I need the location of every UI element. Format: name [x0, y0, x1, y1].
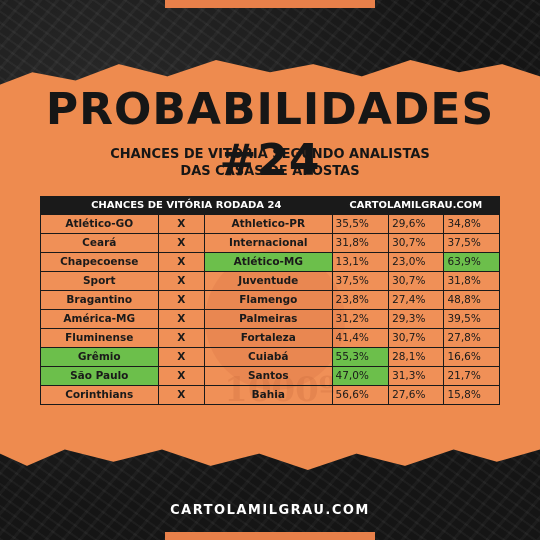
- table-row: Chapecoense X Atlético-MG 13,1% 23,0% 63,9%: [40, 252, 500, 272]
- home-win-prob-cell: 41,4%: [331, 328, 390, 348]
- home-win-prob-cell: 55,3%: [331, 347, 390, 367]
- home-team-cell: Corinthians: [40, 385, 159, 405]
- home-team-cell: Chapecoense: [40, 252, 159, 272]
- home-win-prob-cell: 56,6%: [331, 385, 390, 405]
- away-team-cell: Flamengo: [204, 290, 333, 310]
- away-team-cell: Palmeiras: [204, 309, 333, 329]
- away-win-prob-cell: 39,5%: [443, 309, 500, 329]
- versus-cell: X: [157, 309, 206, 329]
- home-team-cell: Atlético-GO: [40, 214, 159, 234]
- home-win-prob-cell: 23,8%: [331, 290, 390, 310]
- top-accent-strip: [165, 0, 375, 8]
- versus-cell: X: [157, 347, 206, 367]
- draw-prob-cell: 30,7%: [388, 328, 445, 348]
- table-row: Ceará X Internacional 31,8% 30,7% 37,5%: [40, 233, 500, 253]
- versus-cell: X: [157, 328, 206, 348]
- bottom-accent-strip: [165, 532, 375, 540]
- home-win-prob-cell: 47,0%: [331, 366, 390, 386]
- home-win-prob-cell: 13,1%: [331, 252, 390, 272]
- subtitle-line-1: CHANCES DE VITÓRIA SEGUNDO ANALISTAS: [110, 147, 430, 162]
- away-win-prob-cell: 31,8%: [443, 271, 500, 291]
- away-team-cell: Atlético-MG: [204, 252, 333, 272]
- table-header-row: CHANCES DE VITÓRIA RODADA 24 CARTOLAMILG…: [40, 196, 501, 215]
- draw-prob-cell: 30,7%: [388, 271, 445, 291]
- away-team-cell: Juventude: [204, 271, 333, 291]
- subtitle-line-2: DAS CASAS DE APOSTAS: [180, 164, 360, 179]
- away-win-prob-cell: 16,6%: [443, 347, 500, 367]
- table-row: Grêmio X Cuiabá 55,3% 28,1% 16,6%: [40, 347, 500, 367]
- versus-cell: X: [157, 252, 206, 272]
- home-team-cell: Grêmio: [40, 347, 159, 367]
- draw-prob-cell: 29,6%: [388, 214, 445, 234]
- away-win-prob-cell: 27,8%: [443, 328, 500, 348]
- versus-cell: X: [157, 271, 206, 291]
- versus-cell: X: [157, 385, 206, 405]
- versus-cell: X: [157, 233, 206, 253]
- table-row: Sport X Juventude 37,5% 30,7% 31,8%: [40, 271, 500, 291]
- away-win-prob-cell: 63,9%: [443, 252, 500, 272]
- draw-prob-cell: 23,0%: [388, 252, 445, 272]
- away-team-cell: Cuiabá: [204, 347, 333, 367]
- page-title: PROBABILIDADES #24: [45, 84, 495, 186]
- table-row: Atlético-GO X Athletico-PR 35,5% 29,6% 34,8%: [40, 214, 500, 234]
- table-row: Corinthians X Bahia 56,6% 27,6% 15,8%: [40, 385, 500, 405]
- away-team-cell: Santos: [204, 366, 333, 386]
- away-win-prob-cell: 37,5%: [443, 233, 500, 253]
- away-team-cell: Athletico-PR: [204, 214, 333, 234]
- header-left: CHANCES DE VITÓRIA RODADA 24: [40, 196, 333, 215]
- versus-cell: X: [157, 290, 206, 310]
- table-row: América-MG X Palmeiras 31,2% 29,3% 39,5%: [40, 309, 500, 329]
- home-team-cell: América-MG: [40, 309, 159, 329]
- versus-cell: X: [157, 214, 206, 234]
- draw-prob-cell: 28,1%: [388, 347, 445, 367]
- away-team-cell: Fortaleza: [204, 328, 333, 348]
- probabilities-table: CHANCES DE VITÓRIA RODADA 24 CARTOLAMILG…: [40, 196, 501, 405]
- table-row: São Paulo X Santos 47,0% 31,3% 21,7%: [40, 366, 500, 386]
- home-team-cell: Sport: [40, 271, 159, 291]
- header-right: CARTOLAMILGRAU.COM: [331, 196, 501, 215]
- draw-prob-cell: 30,7%: [388, 233, 445, 253]
- subtitle: CHANCES DE VITÓRIA SEGUNDO ANALISTAS DAS…: [0, 146, 540, 180]
- home-win-prob-cell: 35,5%: [331, 214, 390, 234]
- away-team-cell: Internacional: [204, 233, 333, 253]
- draw-prob-cell: 29,3%: [388, 309, 445, 329]
- table-row: Bragantino X Flamengo 23,8% 27,4% 48,8%: [40, 290, 500, 310]
- home-win-prob-cell: 37,5%: [331, 271, 390, 291]
- home-win-prob-cell: 31,8%: [331, 233, 390, 253]
- footer-site: CARTOLAMILGRAU.COM: [170, 503, 370, 518]
- draw-prob-cell: 27,6%: [388, 385, 445, 405]
- away-team-cell: Bahia: [204, 385, 333, 405]
- draw-prob-cell: 31,3%: [388, 366, 445, 386]
- home-team-cell: Bragantino: [40, 290, 159, 310]
- away-win-prob-cell: 15,8%: [443, 385, 500, 405]
- away-win-prob-cell: 21,7%: [443, 366, 500, 386]
- versus-cell: X: [157, 366, 206, 386]
- home-team-cell: São Paulo: [40, 366, 159, 386]
- away-win-prob-cell: 48,8%: [443, 290, 500, 310]
- away-win-prob-cell: 34,8%: [443, 214, 500, 234]
- table-row: Fluminense X Fortaleza 41,4% 30,7% 27,8%: [40, 328, 500, 348]
- home-win-prob-cell: 31,2%: [331, 309, 390, 329]
- home-team-cell: Ceará: [40, 233, 159, 253]
- draw-prob-cell: 27,4%: [388, 290, 445, 310]
- home-team-cell: Fluminense: [40, 328, 159, 348]
